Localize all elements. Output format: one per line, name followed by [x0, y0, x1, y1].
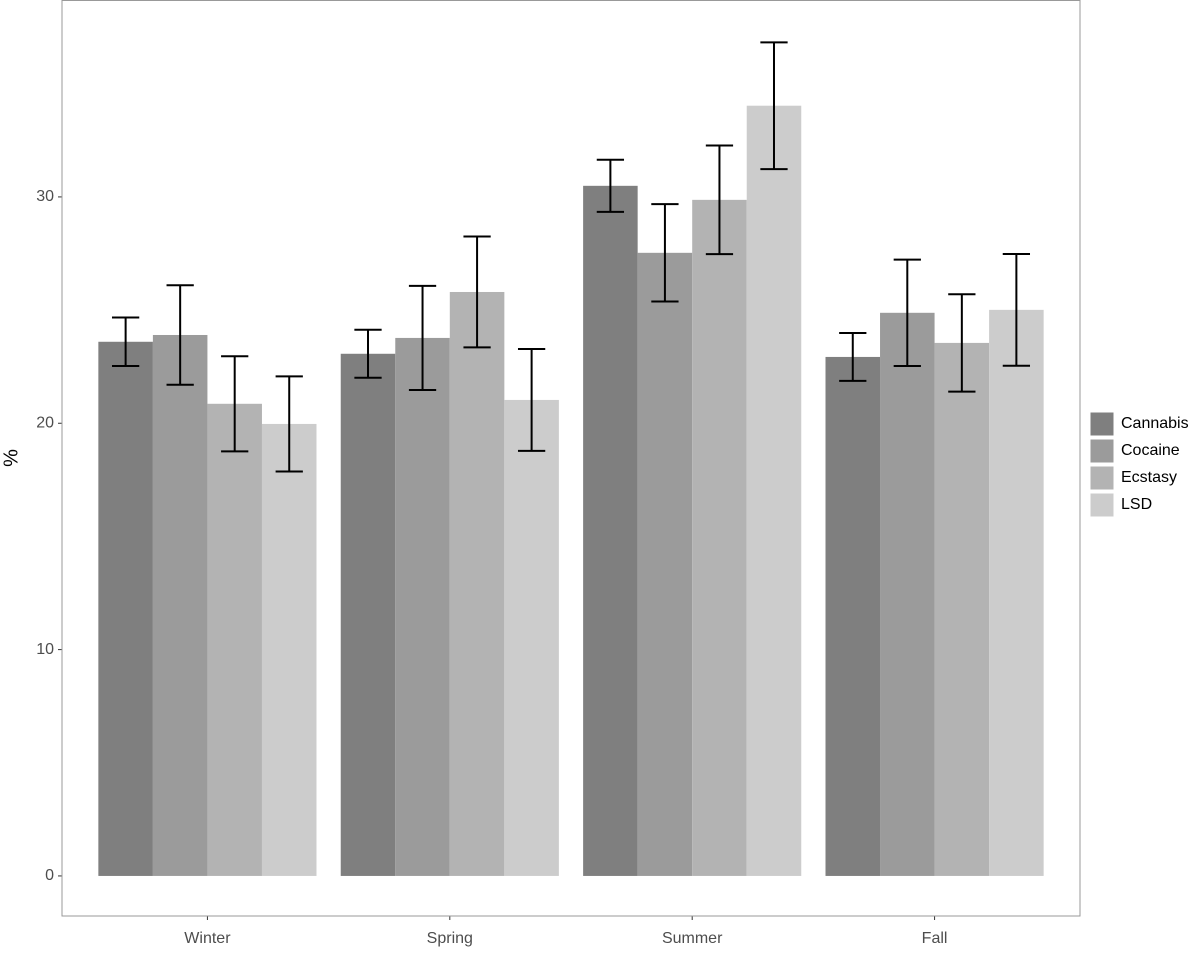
bar [880, 312, 935, 876]
bar [152, 334, 208, 876]
bar [934, 342, 990, 876]
bar [637, 252, 693, 876]
error-bar [517, 348, 546, 452]
bar [583, 185, 638, 876]
y-tick-label: 20 [36, 414, 54, 431]
bar [261, 423, 317, 876]
legend-label: LSD [1121, 496, 1152, 513]
error-bar [408, 284, 437, 391]
error-bar [221, 355, 249, 453]
y-tick-label: 10 [36, 641, 54, 658]
x-tick-label: Summer [662, 930, 723, 947]
error-bar [463, 235, 491, 349]
error-bar [760, 41, 788, 171]
legend-key [1089, 411, 1115, 437]
bar [825, 356, 881, 876]
error-bar [839, 331, 867, 382]
y-axis-label: % [0, 449, 22, 467]
error-bar [893, 258, 921, 367]
error-bar [275, 375, 303, 473]
legend-key [1089, 492, 1115, 518]
bar [340, 353, 396, 876]
x-tick-label: Winter [184, 930, 231, 947]
bar [98, 341, 153, 876]
error-bar [1002, 252, 1031, 367]
y-tick-label: 0 [45, 867, 54, 884]
bar [395, 337, 450, 876]
bar [504, 399, 559, 876]
error-bar [354, 328, 382, 379]
panel-border [61, 0, 1081, 917]
legend-label: Cannabis [1121, 415, 1189, 432]
legend-key [1089, 438, 1115, 464]
x-tick-label: Fall [922, 930, 948, 947]
bar [746, 105, 802, 876]
error-bar [948, 293, 976, 393]
legend-label: Ecstasy [1121, 469, 1177, 486]
error-bar [596, 158, 625, 213]
error-bar [111, 316, 140, 367]
bar [449, 291, 505, 876]
bar [207, 403, 262, 876]
error-bar [651, 203, 679, 303]
y-tick-label: 30 [36, 188, 54, 205]
x-tick-label: Spring [427, 930, 473, 947]
error-bar [166, 284, 194, 386]
bar [989, 309, 1044, 876]
legend-label: Cocaine [1121, 442, 1180, 459]
bar [692, 199, 747, 876]
error-bar [705, 144, 734, 256]
legend-key [1089, 465, 1115, 491]
